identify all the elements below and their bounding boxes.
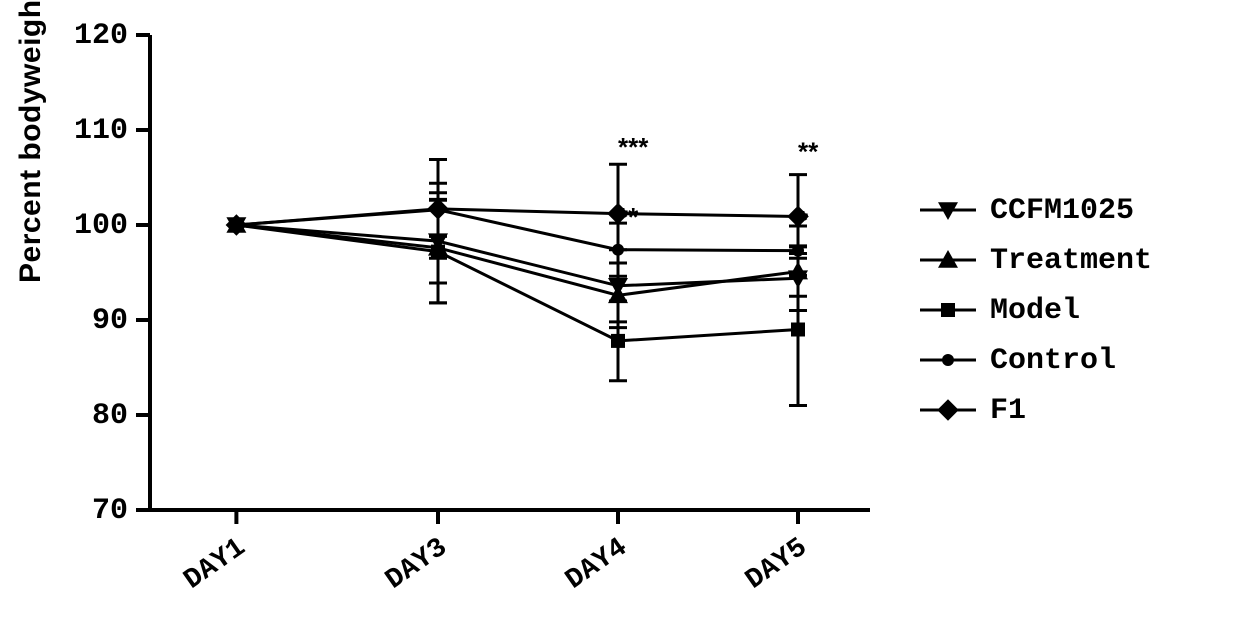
svg-text:*: *	[798, 205, 809, 235]
svg-text:CCFM1025: CCFM1025	[990, 194, 1134, 228]
svg-text:Treatment: Treatment	[990, 244, 1152, 278]
svg-text:DAY3: DAY3	[380, 532, 453, 596]
svg-text:70: 70	[92, 494, 128, 528]
svg-text:F1: F1	[990, 394, 1026, 428]
svg-text:**: **	[618, 202, 639, 232]
line-chart: 708090100110120DAY1DAY3DAY4DAY5********C…	[0, 0, 1240, 617]
svg-text:***: ***	[618, 132, 649, 162]
svg-text:DAY4: DAY4	[560, 532, 633, 596]
svg-text:90: 90	[92, 304, 128, 338]
svg-text:Control: Control	[990, 344, 1116, 378]
svg-text:**: **	[798, 137, 819, 167]
chart-stage: Percent bodyweight 708090100110120DAY1DA…	[0, 0, 1240, 617]
svg-text:DAY1: DAY1	[179, 532, 252, 596]
svg-text:DAY5: DAY5	[740, 532, 813, 596]
svg-text:80: 80	[92, 399, 128, 433]
svg-text:110: 110	[74, 114, 128, 148]
svg-text:100: 100	[74, 209, 128, 243]
svg-text:120: 120	[74, 19, 128, 53]
svg-text:Model: Model	[990, 294, 1080, 328]
